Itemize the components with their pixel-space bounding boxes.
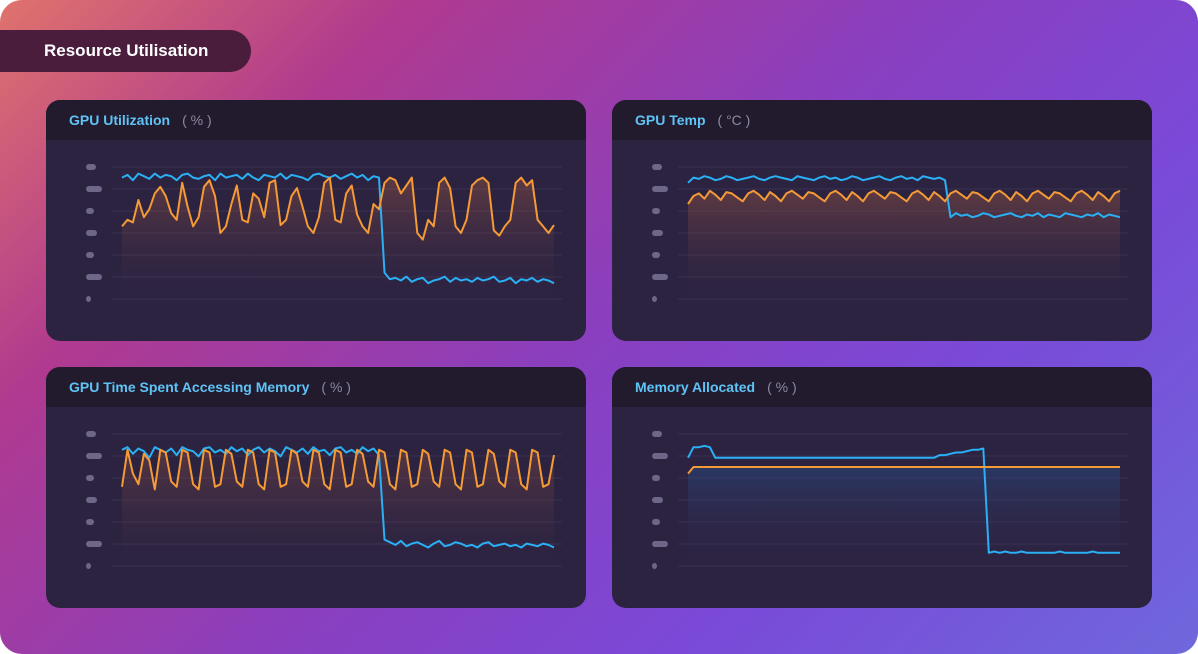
- series-line-gpu-2: [121, 176, 555, 241]
- y-tick-label-placeholder: [86, 475, 94, 481]
- y-tick-label-placeholder: [86, 519, 94, 525]
- panel-gpu-memory-access: GPU Time Spent Accessing Memory ( % ): [46, 367, 586, 608]
- y-tick-label-placeholder: [652, 541, 668, 547]
- panel-gpu-temp: GPU Temp ( °C ): [612, 100, 1152, 341]
- panel-header: GPU Utilization ( % ): [46, 100, 586, 140]
- series-line-gpu-2: [121, 448, 555, 491]
- series-area-fill: [688, 190, 1120, 299]
- y-tick-label-placeholder: [86, 252, 94, 258]
- panel-unit: ( °C ): [717, 112, 751, 128]
- page-title-pill: Resource Utilisation: [0, 30, 251, 72]
- y-tick-label-placeholder: [652, 475, 660, 481]
- panel-chart-area: [612, 407, 1152, 608]
- panel-gpu-utilization: GPU Utilization ( % ): [46, 100, 586, 341]
- y-tick-label-placeholder: [652, 252, 660, 258]
- y-tick-label-placeholder: [86, 563, 91, 569]
- series-line-gpu-1: [121, 172, 555, 285]
- series-area-fill: [688, 467, 1120, 566]
- series-line-gpu-2: [687, 466, 1120, 475]
- gpu-temp-chart: [652, 164, 1128, 302]
- y-tick-label-placeholder: [86, 296, 91, 302]
- panel-memory-allocated: Memory Allocated ( % ): [612, 367, 1152, 608]
- y-tick-label-placeholder: [86, 453, 102, 459]
- series-line-gpu-1: [687, 444, 1120, 554]
- y-tick-label-placeholder: [652, 519, 660, 525]
- y-tick-label-placeholder: [652, 186, 668, 192]
- panel-header: GPU Temp ( °C ): [612, 100, 1152, 140]
- y-tick-label-placeholder: [652, 497, 663, 503]
- panel-title: Memory Allocated: [635, 379, 756, 395]
- panel-unit: ( % ): [182, 112, 212, 128]
- y-tick-label-placeholder: [86, 164, 96, 170]
- panel-unit: ( % ): [767, 379, 797, 395]
- gpu-utilization-chart: [86, 164, 562, 302]
- panel-chart-area: [612, 140, 1152, 341]
- y-tick-label-placeholder: [86, 497, 97, 503]
- y-tick-label-placeholder: [652, 208, 660, 214]
- y-tick-label-placeholder: [652, 164, 662, 170]
- page-title: Resource Utilisation: [44, 41, 209, 60]
- y-tick-label-placeholder: [86, 274, 102, 280]
- y-tick-label-placeholder: [652, 274, 668, 280]
- series-line-gpu-1: [121, 446, 555, 549]
- panel-header: Memory Allocated ( % ): [612, 367, 1152, 407]
- panel-title: GPU Time Spent Accessing Memory: [69, 379, 310, 395]
- series-line-gpu-2: [687, 189, 1121, 205]
- y-tick-label-placeholder: [86, 431, 96, 437]
- y-tick-label-placeholder: [86, 208, 94, 214]
- panel-header: GPU Time Spent Accessing Memory ( % ): [46, 367, 586, 407]
- y-tick-label-placeholder: [652, 296, 657, 302]
- panel-title: GPU Utilization: [69, 112, 171, 128]
- y-tick-label-placeholder: [652, 431, 662, 437]
- memory-allocated-chart: [652, 431, 1128, 569]
- gpu-memory-access-chart: [86, 431, 562, 569]
- panel-unit: ( % ): [321, 379, 351, 395]
- y-tick-label-placeholder: [652, 563, 657, 569]
- y-tick-label-placeholder: [652, 230, 663, 236]
- panel-title: GPU Temp: [635, 112, 706, 128]
- y-tick-label-placeholder: [86, 541, 102, 547]
- series-area-fill: [122, 449, 554, 566]
- panel-chart-area: [46, 140, 586, 341]
- y-tick-label-placeholder: [652, 453, 668, 459]
- series-line-gpu-1: [687, 175, 1121, 219]
- y-tick-label-placeholder: [86, 230, 97, 236]
- panel-chart-area: [46, 407, 586, 608]
- series-area-fill: [122, 177, 554, 299]
- y-tick-label-placeholder: [86, 186, 102, 192]
